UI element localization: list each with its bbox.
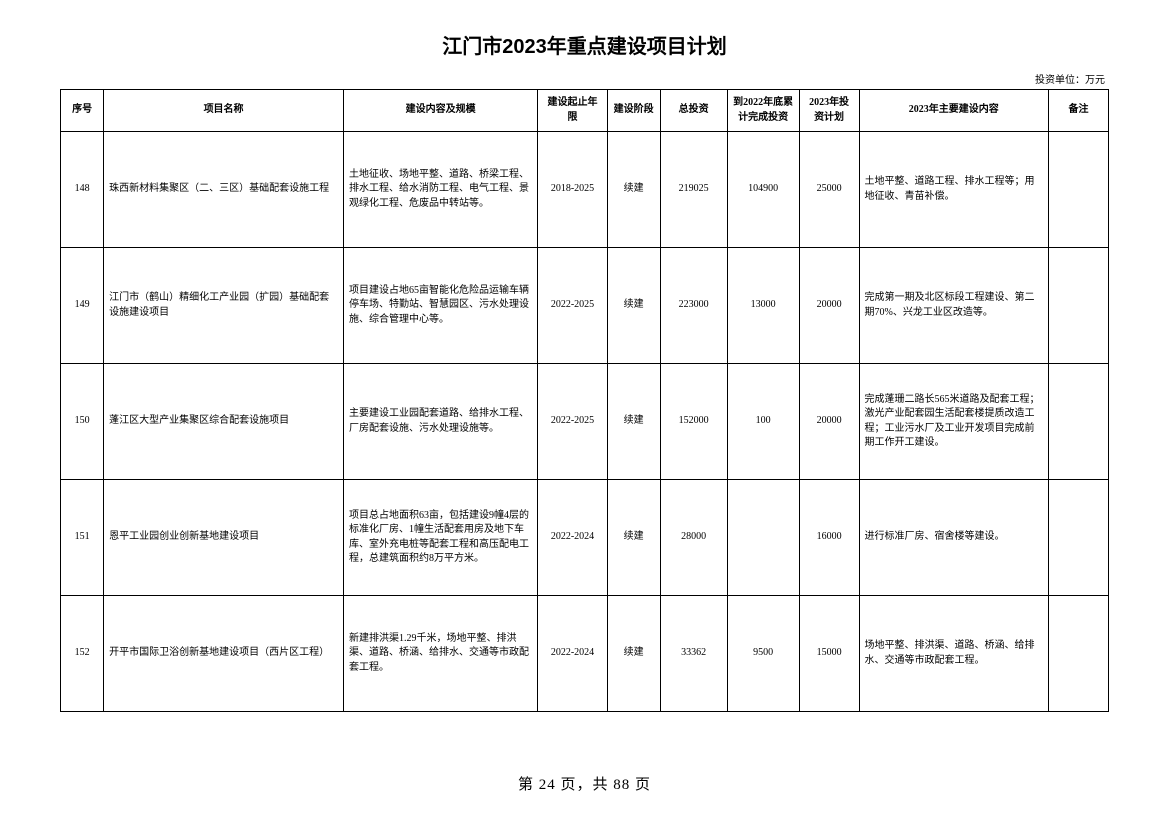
cell-total: 223000: [660, 248, 727, 364]
cell-scope: 新建排洪渠1.29千米，场地平整、排洪渠、道路、桥涵、给排水、交通等市政配套工程…: [343, 596, 537, 712]
cell-name: 江门市（鹤山）精细化工产业园（扩园）基础配套设施建设项目: [104, 248, 344, 364]
cell-plan: 16000: [799, 480, 859, 596]
col-header-plan: 2023年投资计划: [799, 90, 859, 132]
cell-content: 土地平整、道路工程、排水工程等；用地征收、青苗补偿。: [859, 132, 1048, 248]
cell-phase: 续建: [607, 480, 660, 596]
cell-name: 蓬江区大型产业集聚区综合配套设施项目: [104, 364, 344, 480]
cell-phase: 续建: [607, 364, 660, 480]
unit-label: 投资单位：万元: [60, 71, 1109, 86]
table-row: 151恩平工业园创业创新基地建设项目项目总占地面积63亩，包括建设9幢4层的标准…: [61, 480, 1109, 596]
page-indicator: 第 24 页，共 88 页: [0, 773, 1169, 794]
col-header-seq: 序号: [61, 90, 104, 132]
cell-scope: 主要建设工业园配套道路、给排水工程、厂房配套设施、污水处理设施等。: [343, 364, 537, 480]
cell-remark: [1049, 248, 1109, 364]
table-row: 148珠西新材料集聚区（二、三区）基础配套设施工程土地征收、场地平整、道路、桥梁…: [61, 132, 1109, 248]
col-header-scope: 建设内容及规模: [343, 90, 537, 132]
cell-total: 219025: [660, 132, 727, 248]
cell-seq: 148: [61, 132, 104, 248]
table-row: 150蓬江区大型产业集聚区综合配套设施项目主要建设工业园配套道路、给排水工程、厂…: [61, 364, 1109, 480]
cell-seq: 150: [61, 364, 104, 480]
cell-content: 场地平整、排洪渠、道路、桥涵、给排水、交通等市政配套工程。: [859, 596, 1048, 712]
project-table: 序号 项目名称 建设内容及规模 建设起止年限 建设阶段 总投资 到2022年底累…: [60, 89, 1109, 712]
cell-plan: 15000: [799, 596, 859, 712]
cell-period: 2022-2024: [538, 596, 608, 712]
col-header-content: 2023年主要建设内容: [859, 90, 1048, 132]
cell-done: 13000: [727, 248, 799, 364]
pager-mid: 页，共: [556, 777, 614, 793]
table-row: 149江门市（鹤山）精细化工产业园（扩园）基础配套设施建设项目项目建设占地65亩…: [61, 248, 1109, 364]
cell-done: 9500: [727, 596, 799, 712]
pager-current: 24: [539, 777, 556, 793]
col-header-remark: 备注: [1049, 90, 1109, 132]
cell-period: 2018-2025: [538, 132, 608, 248]
col-header-name: 项目名称: [104, 90, 344, 132]
cell-seq: 152: [61, 596, 104, 712]
cell-scope: 项目总占地面积63亩，包括建设9幢4层的标准化厂房、1幢生活配套用房及地下车库、…: [343, 480, 537, 596]
cell-name: 恩平工业园创业创新基地建设项目: [104, 480, 344, 596]
cell-total: 152000: [660, 364, 727, 480]
cell-plan: 20000: [799, 364, 859, 480]
cell-scope: 项目建设占地65亩智能化危险品运输车辆停车场、特勤站、智慧园区、污水处理设施、综…: [343, 248, 537, 364]
cell-plan: 25000: [799, 132, 859, 248]
cell-content: 完成第一期及北区标段工程建设、第二期70%、兴龙工业区改造等。: [859, 248, 1048, 364]
cell-done: 104900: [727, 132, 799, 248]
col-header-done: 到2022年底累计完成投资: [727, 90, 799, 132]
cell-phase: 续建: [607, 132, 660, 248]
pager-prefix: 第: [518, 777, 539, 793]
cell-done: 100: [727, 364, 799, 480]
cell-scope: 土地征收、场地平整、道路、桥梁工程、排水工程、给水消防工程、电气工程、景观绿化工…: [343, 132, 537, 248]
table-row: 152开平市国际卫浴创新基地建设项目（西片区工程）新建排洪渠1.29千米，场地平…: [61, 596, 1109, 712]
cell-total: 33362: [660, 596, 727, 712]
pager-suffix: 页: [630, 777, 651, 793]
cell-seq: 149: [61, 248, 104, 364]
cell-period: 2022-2025: [538, 248, 608, 364]
cell-total: 28000: [660, 480, 727, 596]
cell-period: 2022-2024: [538, 480, 608, 596]
cell-phase: 续建: [607, 596, 660, 712]
table-header-row: 序号 项目名称 建设内容及规模 建设起止年限 建设阶段 总投资 到2022年底累…: [61, 90, 1109, 132]
cell-name: 开平市国际卫浴创新基地建设项目（西片区工程）: [104, 596, 344, 712]
pager-total: 88: [613, 777, 630, 793]
cell-phase: 续建: [607, 248, 660, 364]
page-title: 江门市2023年重点建设项目计划: [60, 30, 1109, 59]
col-header-phase: 建设阶段: [607, 90, 660, 132]
cell-plan: 20000: [799, 248, 859, 364]
cell-remark: [1049, 364, 1109, 480]
cell-done: [727, 480, 799, 596]
cell-remark: [1049, 132, 1109, 248]
cell-remark: [1049, 480, 1109, 596]
cell-period: 2022-2025: [538, 364, 608, 480]
cell-seq: 151: [61, 480, 104, 596]
cell-content: 进行标准厂房、宿舍楼等建设。: [859, 480, 1048, 596]
cell-name: 珠西新材料集聚区（二、三区）基础配套设施工程: [104, 132, 344, 248]
cell-remark: [1049, 596, 1109, 712]
col-header-period: 建设起止年限: [538, 90, 608, 132]
col-header-total: 总投资: [660, 90, 727, 132]
cell-content: 完成蓬珊二路长565米道路及配套工程；激光产业配套园生活配套楼提质改造工程；工业…: [859, 364, 1048, 480]
